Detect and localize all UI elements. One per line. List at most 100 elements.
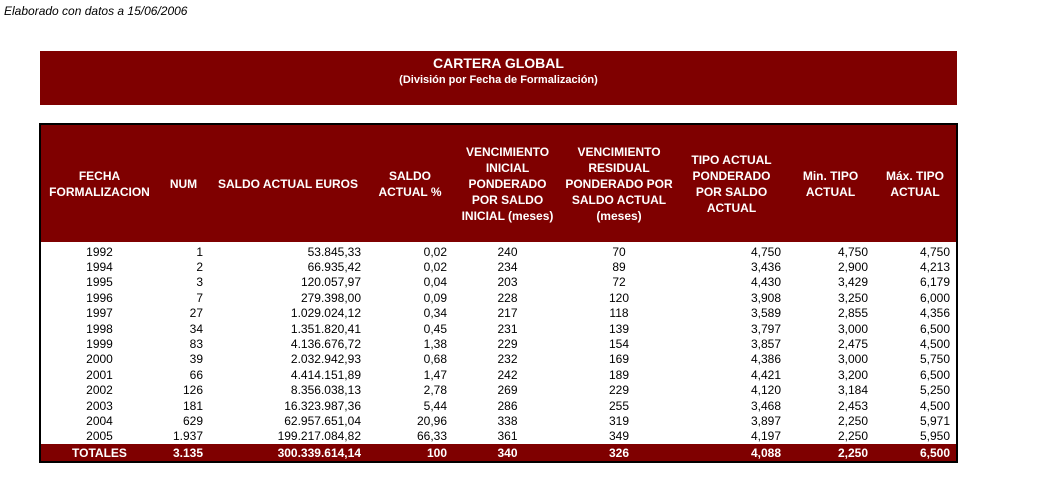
cell-venc-residual: 139 (608, 321, 630, 336)
cell-max-tipo: 5,250 (919, 383, 950, 398)
cell-num: 27 (189, 306, 203, 321)
cell-max-tipo: 6,500 (919, 321, 950, 336)
cell-min-tipo: 2,250 (837, 429, 868, 444)
cell-saldo-pct: 1,38 (423, 337, 447, 352)
cell-saldo-euros: 62.957.651,04 (284, 413, 361, 428)
cell-tipo-actual: 4,197 (750, 429, 781, 444)
cell-saldo-pct: 0,45 (423, 321, 447, 336)
cell-max-tipo: 6,000 (919, 290, 950, 305)
cell-num: 7 (196, 290, 203, 305)
totals-venc-residual: 326 (562, 444, 676, 462)
col-header-venc-inicial: VENCIMIENTO INICIAL PONDERADO POR SALDO … (453, 125, 562, 242)
table-body: 1992 1 53.845,33 0,02 240 70 4,750 4,750 4,750 19… (41, 242, 956, 444)
cell-num: 181 (182, 398, 203, 413)
cell-tipo-actual: 3,589 (750, 306, 781, 321)
cell-venc-inicial: 286 (497, 398, 518, 413)
cell-venc-residual: 169 (608, 352, 630, 367)
portfolio-table: FECHA FORMALIZACION NUM SALDO ACTUAL EUR… (41, 125, 956, 462)
cell-num: 2 (196, 260, 203, 275)
cell-tipo-actual: 3,436 (750, 260, 781, 275)
cell-max-tipo: 5,950 (919, 429, 950, 444)
totals-num: 3.135 (158, 444, 209, 462)
cell-tipo-actual: 4,430 (750, 275, 781, 290)
cell-fecha: 1999 (86, 337, 113, 352)
cell-saldo-euros: 199.217.084,82 (277, 429, 361, 444)
cell-min-tipo: 3,429 (837, 275, 868, 290)
cell-min-tipo: 3,000 (837, 352, 868, 367)
cell-saldo-pct: 0,02 (423, 244, 447, 259)
cell-num: 1 (196, 244, 203, 259)
cell-venc-residual: 120 (608, 290, 630, 305)
cell-venc-residual: 349 (608, 429, 630, 444)
table-row: 1997 27 1.029.024,12 0,34 217 118 3,589 2,855 4,… (41, 306, 956, 321)
cell-saldo-pct: 0,09 (423, 290, 447, 305)
table-row: 2001 66 4.414.151,89 1,47 242 189 4,421 3,200 6,… (41, 367, 956, 382)
cell-min-tipo: 3,000 (837, 321, 868, 336)
cell-venc-residual: 255 (608, 398, 630, 413)
table-row: 1996 7 279.398,00 0,09 228 120 3,908 3,250 6,000 (41, 290, 956, 305)
table-row: 2004 629 62.957.651,04 20,96 338 319 3,897 2,25… (41, 413, 956, 428)
cell-tipo-actual: 4,120 (750, 383, 781, 398)
header-row: FECHA FORMALIZACION NUM SALDO ACTUAL EUR… (41, 125, 956, 242)
cell-max-tipo: 4,750 (919, 244, 950, 259)
cell-saldo-euros: 279.398,00 (300, 290, 361, 305)
cell-tipo-actual: 3,897 (750, 413, 781, 428)
cell-tipo-actual: 3,908 (750, 290, 781, 305)
table-row: 1994 2 66.935,42 0,02 234 89 3,436 2,900 4,213 (41, 259, 956, 274)
cell-fecha: 1994 (86, 260, 113, 275)
cell-fecha: 1996 (86, 290, 113, 305)
cell-saldo-euros: 4.414.151,89 (290, 367, 361, 382)
cell-fecha: 2004 (86, 413, 113, 428)
col-header-fecha: FECHA FORMALIZACION (41, 125, 158, 242)
cell-venc-residual: 229 (608, 383, 630, 398)
cell-max-tipo: 4,213 (919, 260, 950, 275)
col-header-max-tipo: Máx. TIPO ACTUAL (874, 125, 956, 242)
cell-venc-residual: 72 (612, 275, 626, 290)
cell-venc-inicial: 232 (497, 352, 518, 367)
totals-tipo-actual: 4,088 (676, 444, 787, 462)
cell-num: 629 (182, 413, 203, 428)
cell-min-tipo: 2,475 (837, 337, 868, 352)
cell-fecha: 1997 (86, 306, 113, 321)
cell-min-tipo: 4,750 (837, 244, 868, 259)
totals-saldo-pct: 100 (367, 444, 453, 462)
cell-fecha: 2000 (86, 352, 113, 367)
cell-saldo-pct: 0,04 (423, 275, 447, 290)
cell-fecha: 2002 (86, 383, 113, 398)
totals-label: TOTALES (41, 444, 158, 462)
table-row: 1998 34 1.351.820,41 0,45 231 139 3,797 3,000 6,… (41, 321, 956, 336)
cell-venc-inicial: 231 (497, 321, 518, 336)
cell-num: 83 (189, 337, 203, 352)
cell-min-tipo: 2,900 (837, 260, 868, 275)
cell-venc-inicial: 361 (497, 429, 518, 444)
cell-venc-inicial: 203 (497, 275, 518, 290)
cell-saldo-euros: 66.935,42 (307, 260, 361, 275)
cell-min-tipo: 2,250 (837, 413, 868, 428)
cell-max-tipo: 6,179 (919, 275, 950, 290)
table-row: 2000 39 2.032.942,93 0,68 232 169 4,386 3,000 5,… (41, 352, 956, 367)
cell-saldo-pct: 0,34 (423, 306, 447, 321)
cell-saldo-euros: 2.032.942,93 (290, 352, 361, 367)
cell-min-tipo: 2,855 (837, 306, 868, 321)
totals-min-tipo: 2,250 (787, 444, 874, 462)
cell-tipo-actual: 3,468 (750, 398, 781, 413)
cell-saldo-euros: 4.136.676,72 (290, 337, 361, 352)
table-row: 1992 1 53.845,33 0,02 240 70 4,750 4,750 4,750 (41, 242, 956, 259)
cell-venc-residual: 189 (608, 367, 630, 382)
totals-venc-inicial: 340 (453, 444, 562, 462)
cell-venc-residual: 319 (608, 413, 630, 428)
cell-num: 3 (196, 275, 203, 290)
cell-fecha: 1995 (86, 275, 113, 290)
cell-fecha: 1998 (86, 321, 113, 336)
cell-saldo-pct: 0,02 (423, 260, 447, 275)
totals-row: TOTALES 3.135 300.339.614,14 100 340 326… (41, 444, 956, 462)
data-date-note: Elaborado con datos a 15/06/2006 (4, 4, 188, 18)
cell-tipo-actual: 4,421 (750, 367, 781, 382)
cell-venc-inicial: 229 (497, 337, 518, 352)
cell-saldo-euros: 53.845,33 (307, 244, 361, 259)
cell-saldo-euros: 8.356.038,13 (290, 383, 361, 398)
col-header-saldo-pct: SALDO ACTUAL % (367, 125, 453, 242)
report-title: CARTERA GLOBAL (433, 55, 564, 71)
cell-num: 126 (182, 383, 203, 398)
cell-max-tipo: 5,750 (919, 352, 950, 367)
